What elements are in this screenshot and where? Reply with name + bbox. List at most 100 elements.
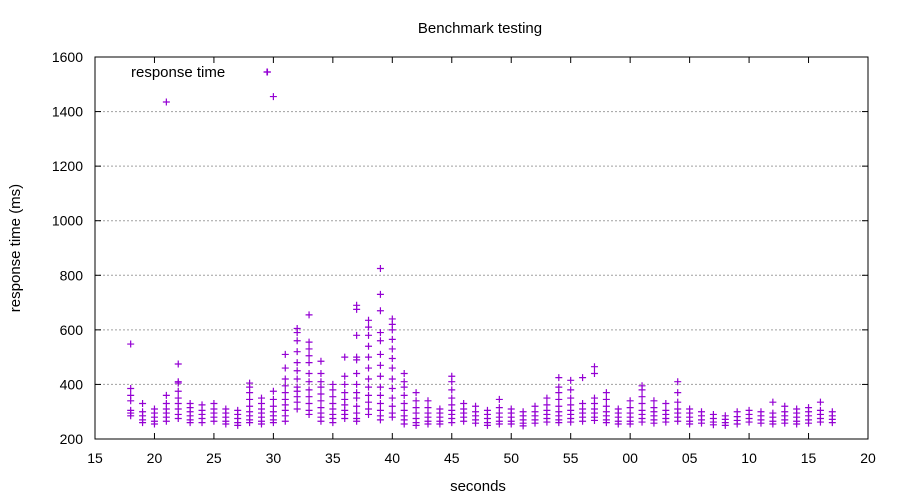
data-point xyxy=(567,418,575,426)
chart-title: Benchmark testing xyxy=(418,20,542,37)
x-tick-label: 15 xyxy=(801,450,817,466)
data-point xyxy=(388,385,396,393)
data-point xyxy=(686,420,694,428)
data-point xyxy=(769,420,777,428)
data-point xyxy=(733,420,741,428)
data-point xyxy=(305,400,313,408)
data-point xyxy=(305,345,313,353)
data-point xyxy=(317,417,325,425)
data-point xyxy=(579,374,587,382)
data-point xyxy=(305,378,313,386)
data-point xyxy=(305,359,313,367)
data-point xyxy=(281,389,289,397)
data-point xyxy=(365,353,373,361)
data-point xyxy=(376,329,384,337)
data-point xyxy=(674,417,682,425)
data-point xyxy=(376,372,384,380)
data-point xyxy=(555,419,563,427)
data-point xyxy=(329,419,337,427)
data-point xyxy=(341,380,349,388)
data-point xyxy=(329,386,337,394)
data-point xyxy=(495,420,503,428)
grid-lines xyxy=(95,111,868,385)
data-point xyxy=(650,397,658,405)
data-point xyxy=(365,391,373,399)
x-tick-label: 30 xyxy=(266,450,282,466)
data-point xyxy=(317,390,325,398)
x-axis: 15 20 25 30 35 40 45 50 55 00 05 10 15 20 xyxy=(87,57,876,466)
data-point xyxy=(222,420,230,428)
data-point xyxy=(246,389,254,397)
data-point xyxy=(448,386,456,394)
data-point xyxy=(353,402,361,410)
data-point xyxy=(412,397,420,405)
data-point xyxy=(638,393,646,401)
data-point xyxy=(353,417,361,425)
data-point xyxy=(281,350,289,358)
data-point xyxy=(448,394,456,402)
data-point xyxy=(269,93,277,101)
data-point xyxy=(412,389,420,397)
y-tick-label: 1000 xyxy=(52,213,83,229)
data-point xyxy=(353,305,361,313)
data-point xyxy=(293,337,301,345)
data-point xyxy=(816,398,824,406)
x-tick-label: 15 xyxy=(87,450,103,466)
data-point xyxy=(531,419,539,427)
data-point xyxy=(317,370,325,378)
data-point xyxy=(281,382,289,390)
data-point xyxy=(162,417,170,425)
data-point xyxy=(590,416,598,424)
data-point xyxy=(436,420,444,428)
data-point xyxy=(567,394,575,402)
data-point xyxy=(365,398,373,406)
data-point xyxy=(305,386,313,394)
data-point xyxy=(638,386,646,394)
data-point xyxy=(388,326,396,334)
data-point xyxy=(507,420,515,428)
data-point xyxy=(341,372,349,380)
x-tick-label: 20 xyxy=(147,450,163,466)
legend: response time xyxy=(131,64,271,81)
x-tick-label: 35 xyxy=(325,450,341,466)
data-point xyxy=(293,405,301,413)
x-tick-label: 25 xyxy=(206,450,222,466)
data-point xyxy=(139,419,147,427)
data-point xyxy=(174,415,182,423)
data-point xyxy=(305,352,313,360)
data-point xyxy=(293,359,301,367)
data-point xyxy=(709,421,717,429)
data-point xyxy=(353,370,361,378)
data-point xyxy=(460,417,468,425)
data-point xyxy=(305,410,313,418)
data-point xyxy=(495,395,503,403)
data-point xyxy=(376,400,384,408)
data-point xyxy=(376,391,384,399)
data-point xyxy=(781,419,789,427)
data-point xyxy=(174,379,182,387)
data-point xyxy=(376,290,384,298)
data-point xyxy=(400,383,408,391)
x-tick-label: 10 xyxy=(741,450,757,466)
data-point xyxy=(162,391,170,399)
data-point xyxy=(400,400,408,408)
data-point xyxy=(174,360,182,368)
data-point xyxy=(519,422,527,430)
data-point xyxy=(555,374,563,382)
data-point xyxy=(376,307,384,315)
y-tick-label: 1600 xyxy=(52,49,83,65)
data-point xyxy=(329,393,337,401)
data-point xyxy=(293,367,301,375)
data-point xyxy=(638,418,646,426)
data-point xyxy=(293,329,301,337)
x-tick-label: 50 xyxy=(503,450,519,466)
data-point xyxy=(590,363,598,371)
data-point xyxy=(186,419,194,427)
data-point xyxy=(353,331,361,339)
data-point xyxy=(626,420,634,428)
data-point xyxy=(246,395,254,403)
data-point xyxy=(293,375,301,383)
data-point xyxy=(174,387,182,395)
data-point xyxy=(698,419,706,427)
data-point xyxy=(543,418,551,426)
